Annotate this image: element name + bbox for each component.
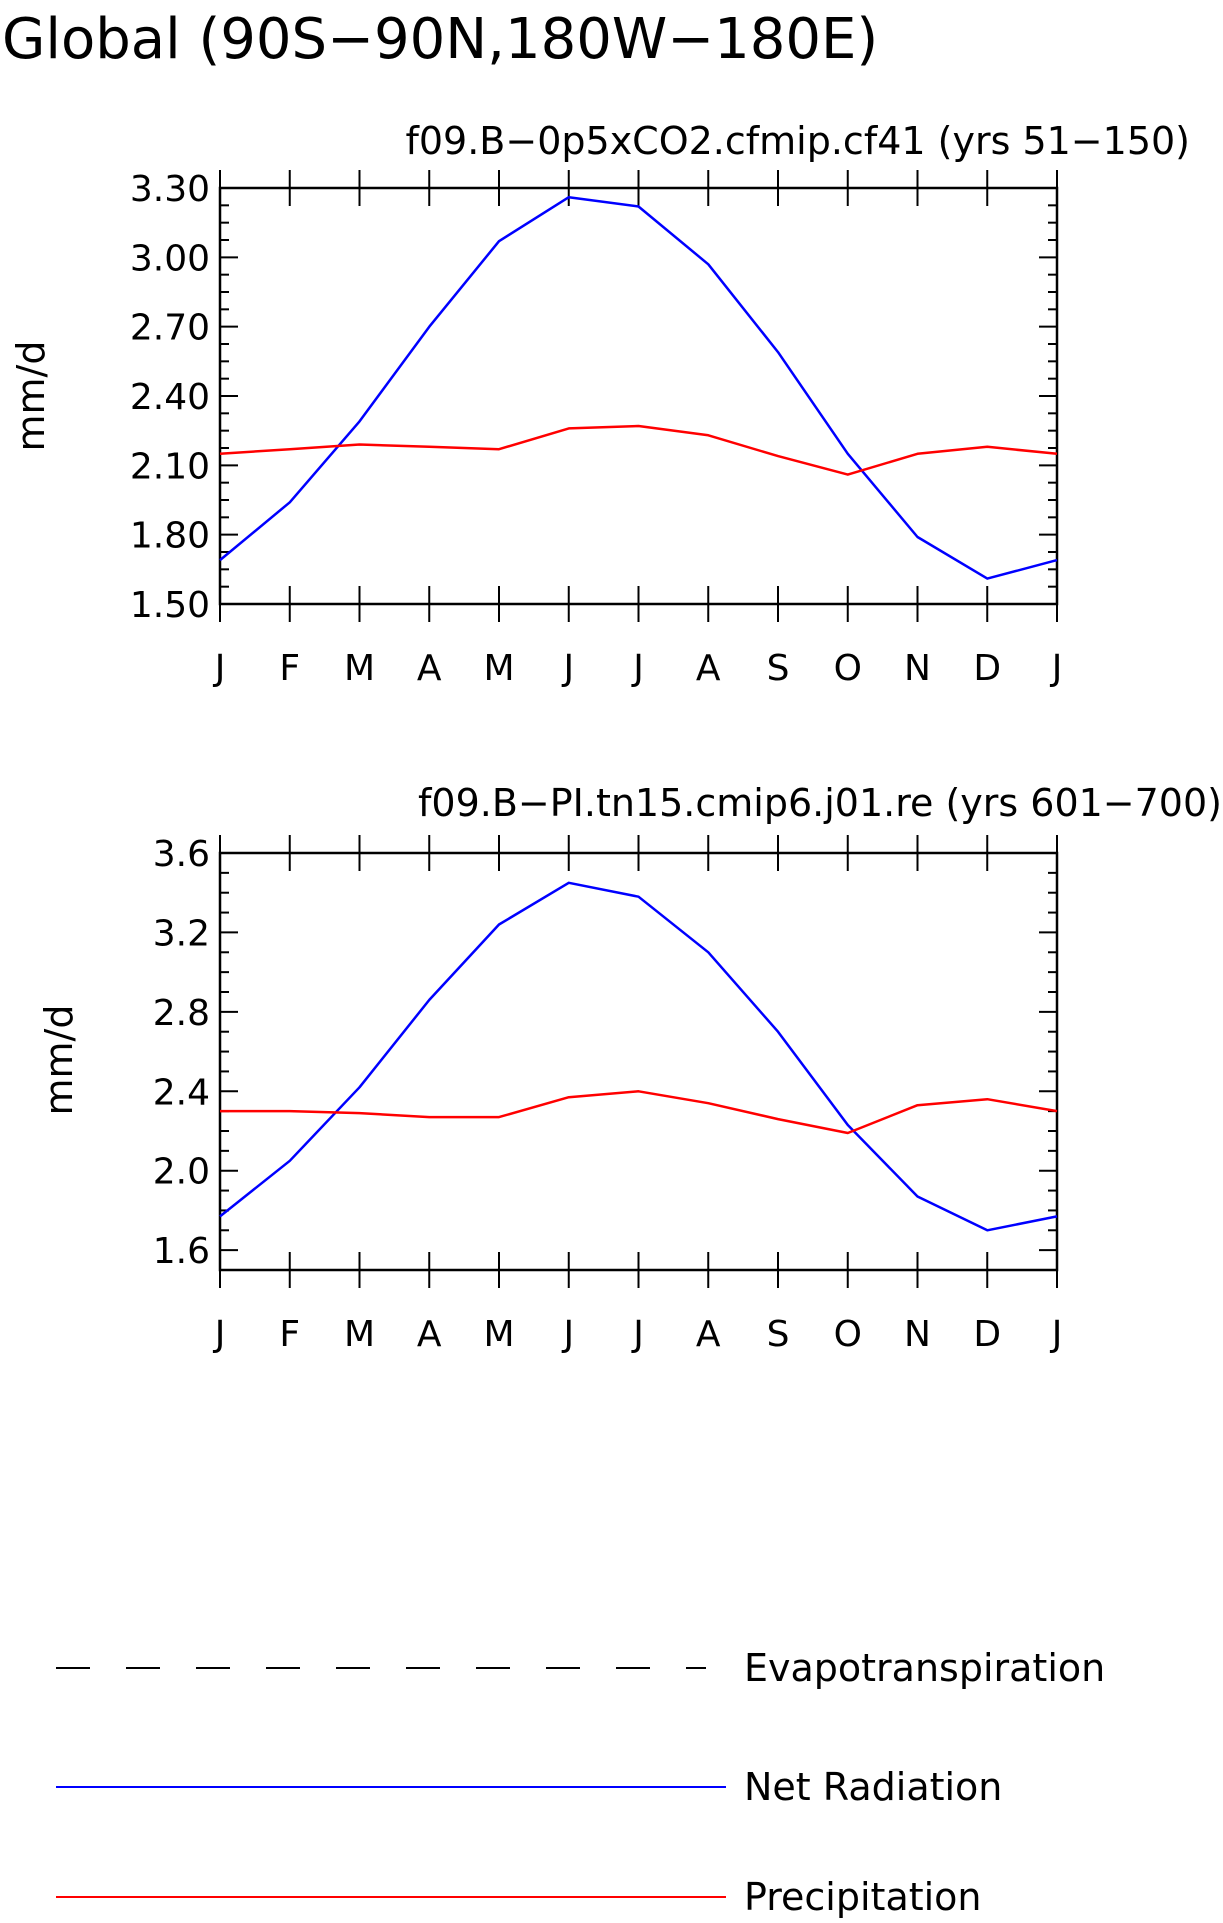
x-tick-label: J — [1050, 1314, 1063, 1355]
y-tick-label: 2.40 — [130, 377, 210, 418]
series-line-precipitation — [220, 1090, 1058, 1135]
y-tick-label: 3.2 — [153, 913, 210, 954]
x-tick-label: M — [344, 648, 375, 689]
legend-label-evapotranspiration: Evapotranspiration — [744, 1646, 1105, 1690]
x-tick-label: J — [213, 1314, 226, 1355]
x-tick-label: A — [696, 648, 721, 689]
x-tick-label: M — [483, 1314, 514, 1355]
x-tick-label: O — [834, 648, 862, 689]
series-line-net-radiation — [219, 881, 1058, 1232]
y-axis-label: mm/d — [9, 341, 53, 452]
x-tick-label: J — [561, 648, 574, 689]
x-tick-label: N — [904, 1314, 931, 1355]
x-tick-label: F — [279, 1314, 300, 1355]
y-axis-label: mm/d — [37, 1005, 81, 1116]
plot-frame — [218, 186, 1059, 606]
series-line-net-radiation — [219, 195, 1058, 580]
y-tick-label: 1.50 — [130, 585, 210, 626]
series-line-precipitation — [219, 424, 1058, 476]
y-tick-label: 3.30 — [130, 169, 210, 210]
y-tick-label: 1.80 — [130, 516, 210, 557]
legend-label-net-radiation: Net Radiation — [744, 1765, 1002, 1809]
x-tick-label: A — [696, 1314, 721, 1355]
x-tick-label: A — [417, 648, 442, 689]
x-tick-label: M — [483, 648, 514, 689]
x-tick-label: D — [973, 648, 1001, 689]
chart-bottom: f09.B−PI.tn15.cmip6.j01.re (yrs 601−700)… — [37, 781, 1222, 1355]
chart-title: f09.B−PI.tn15.cmip6.j01.re (yrs 601−700) — [418, 781, 1222, 825]
x-tick-label: A — [417, 1314, 442, 1355]
y-tick-label: 2.8 — [153, 993, 210, 1034]
x-tick-label: J — [561, 1314, 574, 1355]
x-tick-label: J — [631, 1314, 644, 1355]
page-title: Global (90S−90N,180W−180E) — [2, 7, 878, 72]
y-tick-label: 2.70 — [130, 308, 210, 349]
x-tick-label: F — [279, 648, 300, 689]
chart-title: f09.B−0p5xCO2.cfmip.cf41 (yrs 51−150) — [406, 119, 1191, 163]
x-tick-label: J — [631, 648, 644, 689]
x-tick-label: O — [834, 1314, 862, 1355]
x-tick-label: S — [767, 1314, 790, 1355]
x-tick-label: J — [213, 648, 226, 689]
x-tick-label: M — [344, 1314, 375, 1355]
x-tick-label: J — [1050, 648, 1063, 689]
legend-label-precipitation: Precipitation — [744, 1875, 982, 1919]
y-tick-label: 2.0 — [153, 1152, 210, 1193]
x-tick-label: N — [904, 648, 931, 689]
y-tick-label: 2.4 — [153, 1072, 210, 1113]
x-tick-label: D — [973, 1314, 1001, 1355]
legend: Evapotranspiration Net Radiation Precipi… — [56, 1646, 1105, 1919]
chart-top: f09.B−0p5xCO2.cfmip.cf41 (yrs 51−150) mm… — [9, 119, 1190, 689]
y-tick-label: 1.6 — [153, 1231, 210, 1272]
y-tick-label: 3.6 — [153, 834, 210, 875]
y-tick-label: 2.10 — [130, 446, 210, 487]
y-tick-label: 3.00 — [130, 238, 210, 279]
plot-frame — [218, 851, 1059, 1272]
x-tick-label: S — [767, 648, 790, 689]
